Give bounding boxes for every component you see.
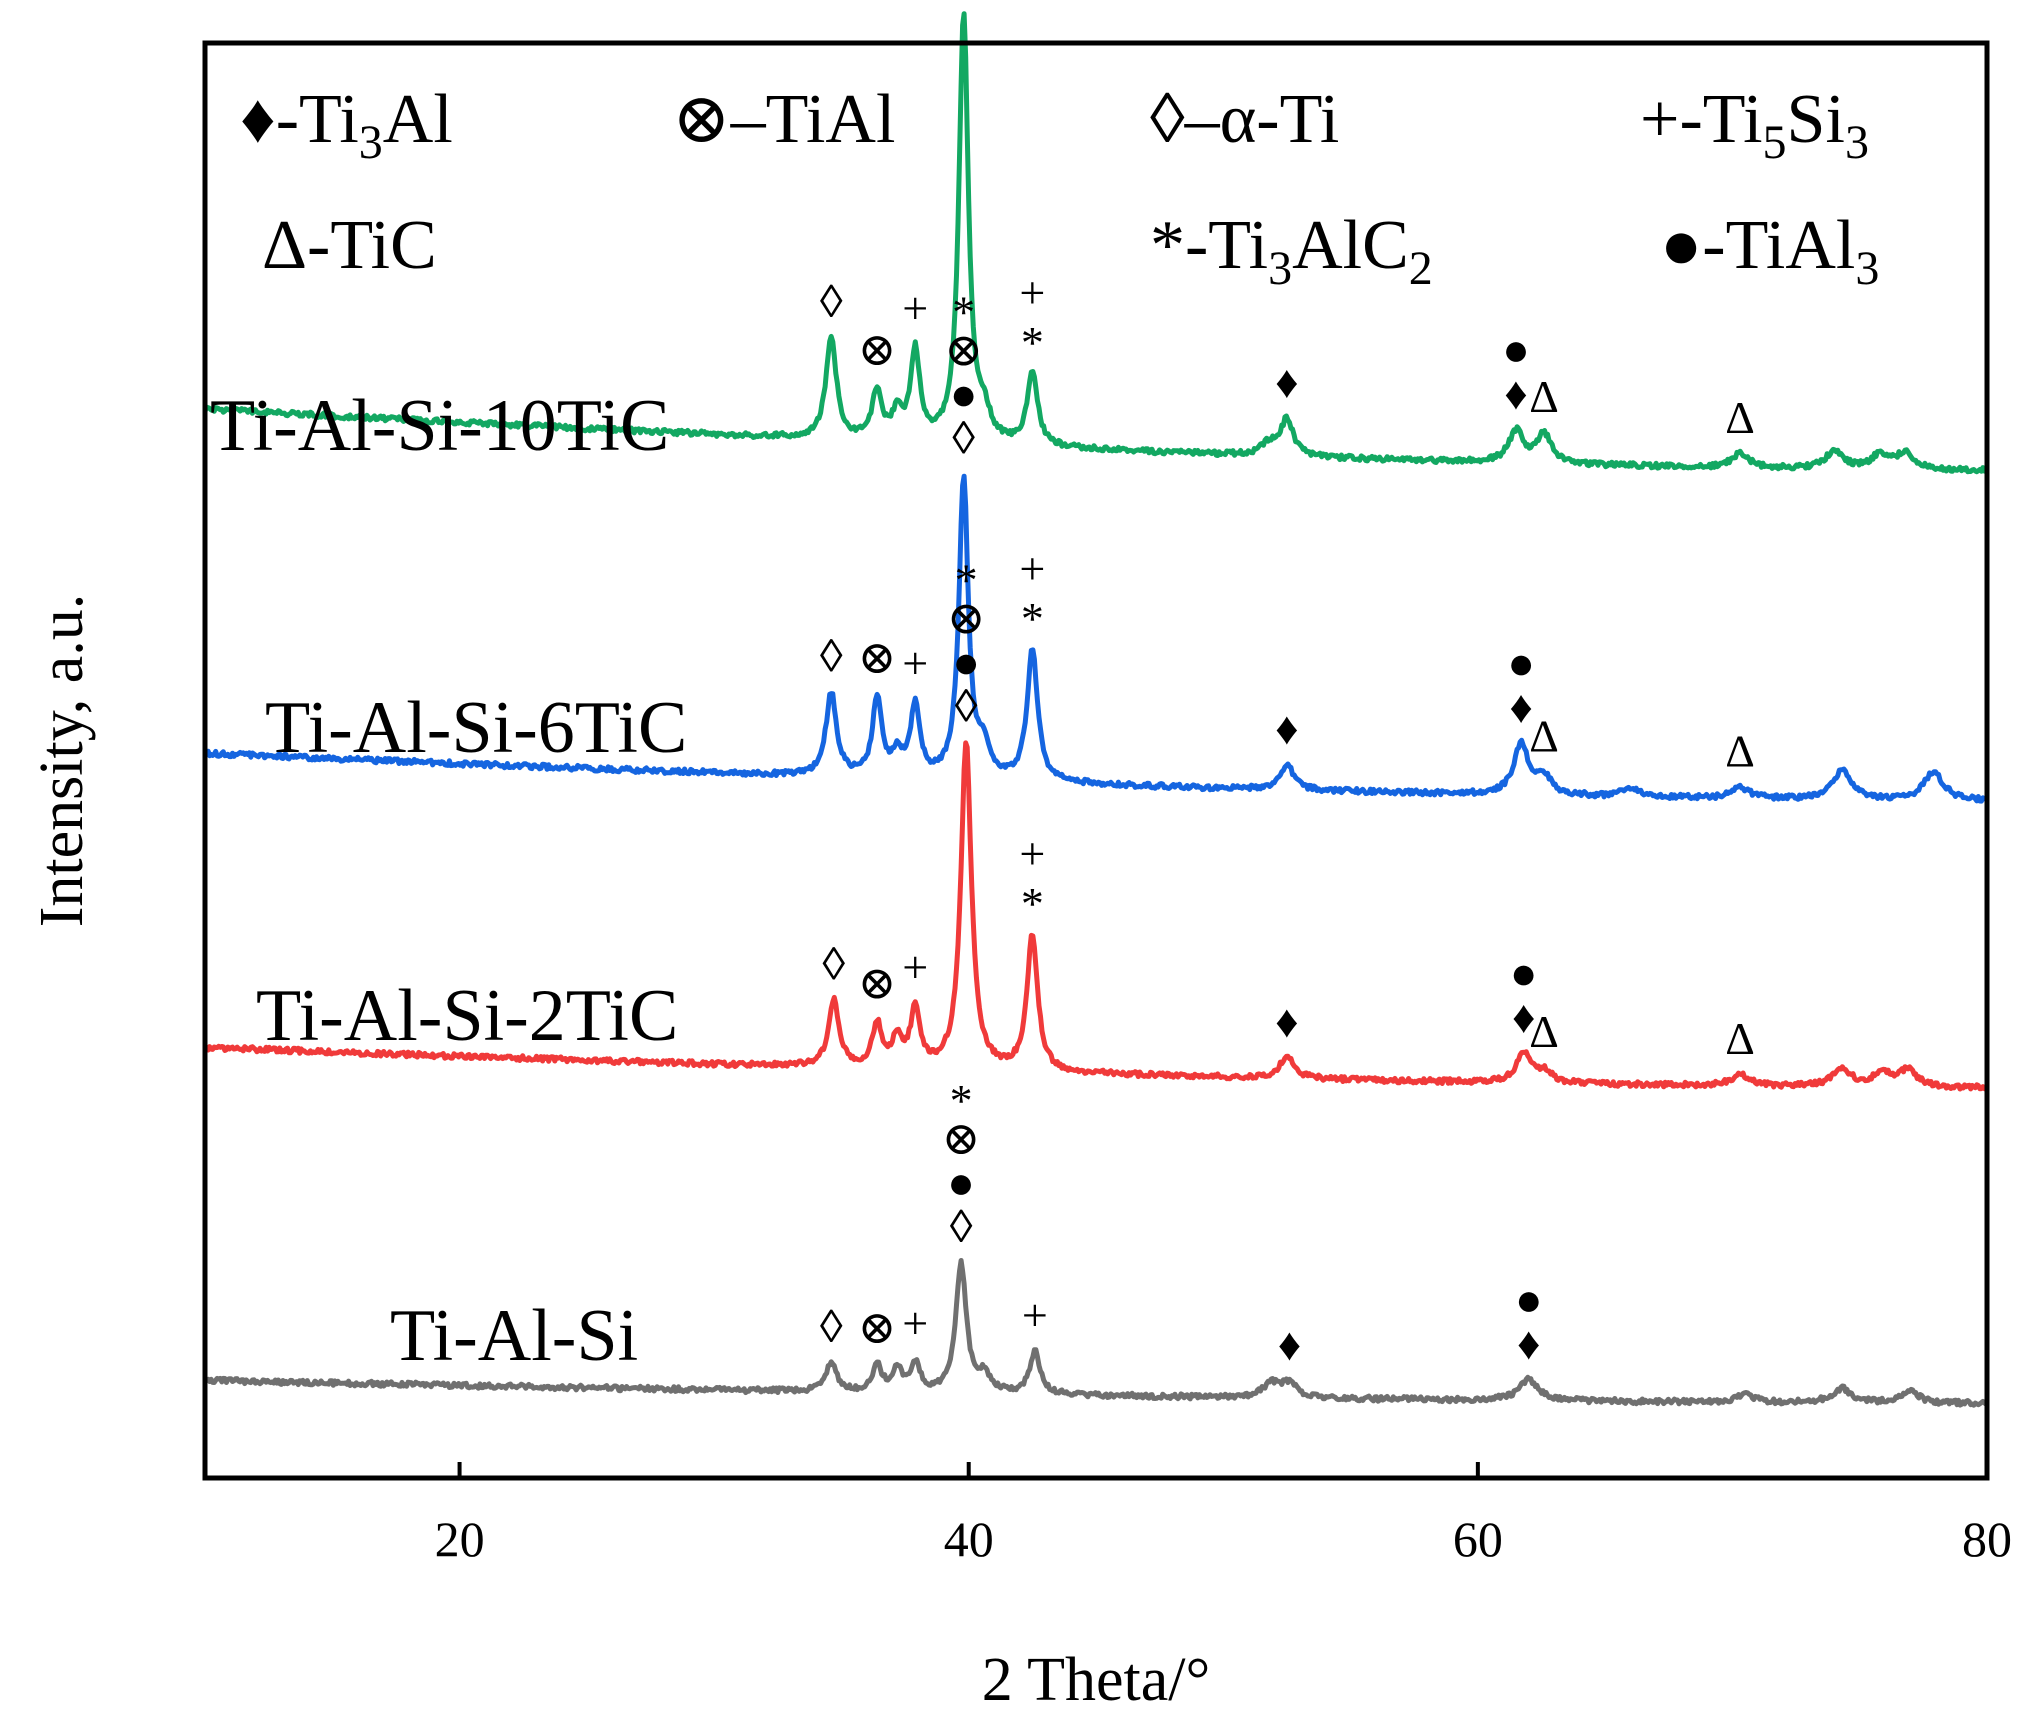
peak-marker: ♦ xyxy=(1275,703,1298,754)
peak-marker: ⊗ xyxy=(858,1302,897,1353)
peak-marker: + xyxy=(1019,828,1045,879)
peak-marker: + xyxy=(1022,1289,1048,1340)
peak-marker: ● xyxy=(1515,1274,1543,1325)
series-label: Ti-Al-Si-2TiC xyxy=(256,975,678,1057)
peak-marker: Δ xyxy=(1725,1013,1755,1064)
peak-marker: ⊗ xyxy=(947,592,986,643)
series-ti-al-si-10tic-line xyxy=(202,11,1988,475)
series-ti-al-si-line xyxy=(204,1258,1988,1408)
peak-marker: ● xyxy=(1507,637,1535,688)
x-axis-ticks: 20 40 60 80 xyxy=(435,1462,2012,1567)
peak-marker: Δ xyxy=(1529,371,1559,422)
peak-marker: + xyxy=(902,638,928,689)
peak-marker: ♦ xyxy=(1504,368,1527,419)
peak-marker: * xyxy=(952,286,975,337)
peak-marker: ◊ xyxy=(820,1301,843,1352)
legend-entry: ●-TiAl3 xyxy=(1660,207,1879,295)
peak-marker: + xyxy=(1019,267,1045,318)
legend-entry: Δ-TiC xyxy=(262,207,437,284)
series-label: Ti-Al-Si xyxy=(390,1295,638,1377)
peak-marker: ● xyxy=(947,1157,975,1208)
legend-entry: *-Ti3AlC2 xyxy=(1150,207,1433,295)
peak-marker: * xyxy=(1021,317,1044,368)
peak-marker: ● xyxy=(952,636,980,687)
peak-marker: ♦ xyxy=(1512,991,1535,1042)
peak-marker: ⊗ xyxy=(858,632,897,683)
y-axis-title: Intensity, a.u. xyxy=(28,594,96,927)
peak-marker: Δ xyxy=(1529,710,1559,761)
peak-marker: ♦ xyxy=(1275,357,1298,408)
series-ti-al-si-2tic-line xyxy=(203,740,1988,1092)
peak-marker: ● xyxy=(950,368,978,419)
peak-marker: * xyxy=(1021,878,1044,929)
plot-frame xyxy=(202,40,1990,1481)
x-tick-label: 40 xyxy=(944,1511,994,1567)
peak-marker: ◊ xyxy=(950,1201,973,1252)
peak-marker: + xyxy=(1019,543,1045,594)
series-label: Ti-Al-Si-6TiC xyxy=(265,687,687,769)
peak-marker: + xyxy=(902,1298,928,1349)
legend-entry: ◊–α-Ti xyxy=(1150,81,1339,158)
peak-marker: + xyxy=(902,941,928,992)
x-tick-label: 60 xyxy=(1453,1511,1503,1567)
series-ti-al-si-6tic-line xyxy=(203,473,1988,804)
peak-marker: ⊗ xyxy=(858,324,897,375)
x-tick-label: 20 xyxy=(435,1511,485,1567)
legend-entry: +-Ti5Si3 xyxy=(1640,81,1869,169)
peak-marker: ● xyxy=(1510,947,1538,998)
peak-marker: ♦ xyxy=(1278,1319,1301,1370)
peak-marker: ◊ xyxy=(820,276,843,327)
peak-marker: * xyxy=(1021,593,1044,644)
legend: ♦-Ti3Al ⊗–TiAl ◊–α-Ti +-Ti5Si3 Δ-TiC *-Ti3AlC… xyxy=(240,81,1879,295)
peak-marker: ◊ xyxy=(822,938,845,989)
peak-marker: * xyxy=(950,1075,973,1126)
peak-marker: ◊ xyxy=(820,630,843,681)
peak-marker: Δ xyxy=(1725,392,1755,443)
peak-marker: ⊗ xyxy=(942,1113,981,1164)
peak-marker: ⊗ xyxy=(944,324,983,375)
x-axis-title: 2 Theta/° xyxy=(982,1646,1211,1714)
peak-marker: ♦ xyxy=(1275,996,1298,1047)
peak-marker: ⊗ xyxy=(858,958,897,1009)
peak-marker: * xyxy=(955,554,978,605)
peak-marker: + xyxy=(902,283,928,334)
legend-entry: ♦-Ti3Al xyxy=(240,81,453,169)
series-label: Ti-Al-Si-10TiC xyxy=(210,385,669,467)
peak-marker: Δ xyxy=(1725,725,1755,776)
peak-marker: Δ xyxy=(1529,1006,1559,1057)
peak-marker: ◊ xyxy=(955,680,978,731)
x-tick-label: 80 xyxy=(1962,1511,2012,1567)
peak-marker: ● xyxy=(1502,324,1530,375)
peak-marker: ♦ xyxy=(1509,681,1532,732)
legend-entry: ⊗–TiAl xyxy=(672,81,895,158)
peak-marker: ◊ xyxy=(952,412,975,463)
peak-marker: ♦ xyxy=(1517,1318,1540,1369)
